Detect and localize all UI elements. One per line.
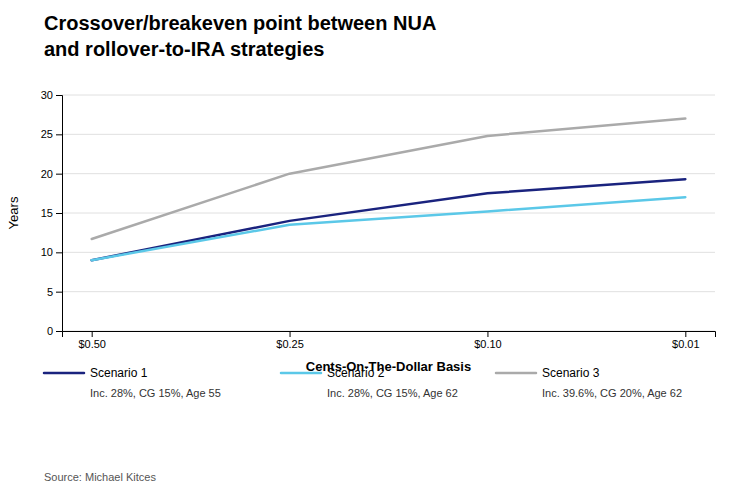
legend-swatch [44, 372, 84, 375]
tick-label: 10 [41, 246, 53, 258]
tick: 10 [41, 246, 62, 258]
tick-label: 0 [47, 325, 53, 337]
tick-mark [56, 134, 62, 135]
tick-label: $0.01 [672, 338, 700, 350]
series-line [92, 197, 686, 260]
y-axis: 0 5 10 15 20 25 30 [41, 89, 63, 337]
tick-label: $0.50 [78, 338, 106, 350]
tick: 25 [41, 128, 62, 140]
title: Crossover/breakeven point between NUA [44, 12, 436, 34]
legend-label: Scenario 3 [542, 366, 600, 380]
tick-label: $0.25 [276, 338, 304, 350]
axis-domain [63, 332, 716, 338]
series-line [92, 179, 686, 260]
legend: Scenario 1Inc. 28%, CG 15%, Age 55Scenar… [44, 366, 682, 399]
tick-mark [685, 331, 686, 337]
tick-mark [56, 95, 62, 96]
tick-mark [92, 331, 93, 337]
series-line [92, 119, 686, 239]
tick: $0.50 [78, 331, 106, 350]
tick: $0.25 [276, 331, 304, 350]
legend-swatch [496, 372, 536, 375]
tick-mark [56, 174, 62, 175]
tick-label: 30 [41, 89, 53, 101]
tick-mark [487, 331, 488, 337]
legend-description: Inc. 28%, CG 15%, Age 62 [327, 387, 458, 399]
legend-swatch [281, 372, 321, 375]
tick-label: 5 [47, 286, 53, 298]
legend-item: Scenario 3 Inc. 39.6%, CG 20%, Age 62 [496, 366, 682, 399]
legend-item: Scenario 1 Inc. 28%, CG 15%, Age 55 [44, 366, 221, 399]
tick: 0 [47, 325, 62, 337]
tick-mark [290, 331, 291, 337]
tick-mark [56, 331, 62, 332]
grid [62, 95, 715, 331]
axis-domain [56, 96, 63, 332]
annotation: Source: Michael Kitces [44, 471, 156, 483]
plot-area: 0 5 10 15 20 25 30 $0.50 $0.25 $0.10 $0.01 [41, 89, 716, 350]
tick: 20 [41, 168, 62, 180]
tick-mark [56, 213, 62, 214]
y-axis-title: Years [6, 196, 21, 229]
tick-label: 15 [41, 207, 53, 219]
legend-label: Scenario 1 [90, 366, 148, 380]
tick-mark [56, 292, 62, 293]
grid-line [62, 173, 715, 174]
legend-description: Inc. 28%, CG 15%, Age 55 [90, 387, 221, 399]
tick: 15 [41, 207, 62, 219]
title: and rollover-to-IRA strategies [44, 38, 324, 60]
tick: 5 [47, 286, 62, 298]
tick-label: 25 [41, 128, 53, 140]
tick: $0.01 [672, 331, 700, 350]
legend-item: Scenario 2 Inc. 28%, CG 15%, Age 62 [281, 366, 458, 399]
tick-label: 20 [41, 168, 53, 180]
legend-label: Scenario 2 [327, 366, 385, 380]
grid-line [62, 252, 715, 253]
chart: Crossover/breakeven point between NUA and… [0, 0, 740, 501]
grid-line [62, 134, 715, 135]
tick: $0.10 [474, 331, 502, 350]
tick-label: $0.10 [474, 338, 502, 350]
lines [92, 119, 686, 261]
tick-mark [56, 252, 62, 253]
grid-line [62, 95, 715, 96]
grid-line [62, 291, 715, 292]
tick: 30 [41, 89, 62, 101]
legend-description: Inc. 39.6%, CG 20%, Age 62 [542, 387, 682, 399]
x-axis: $0.50 $0.25 $0.10 $0.01 [63, 331, 716, 350]
grid-line [62, 213, 715, 214]
